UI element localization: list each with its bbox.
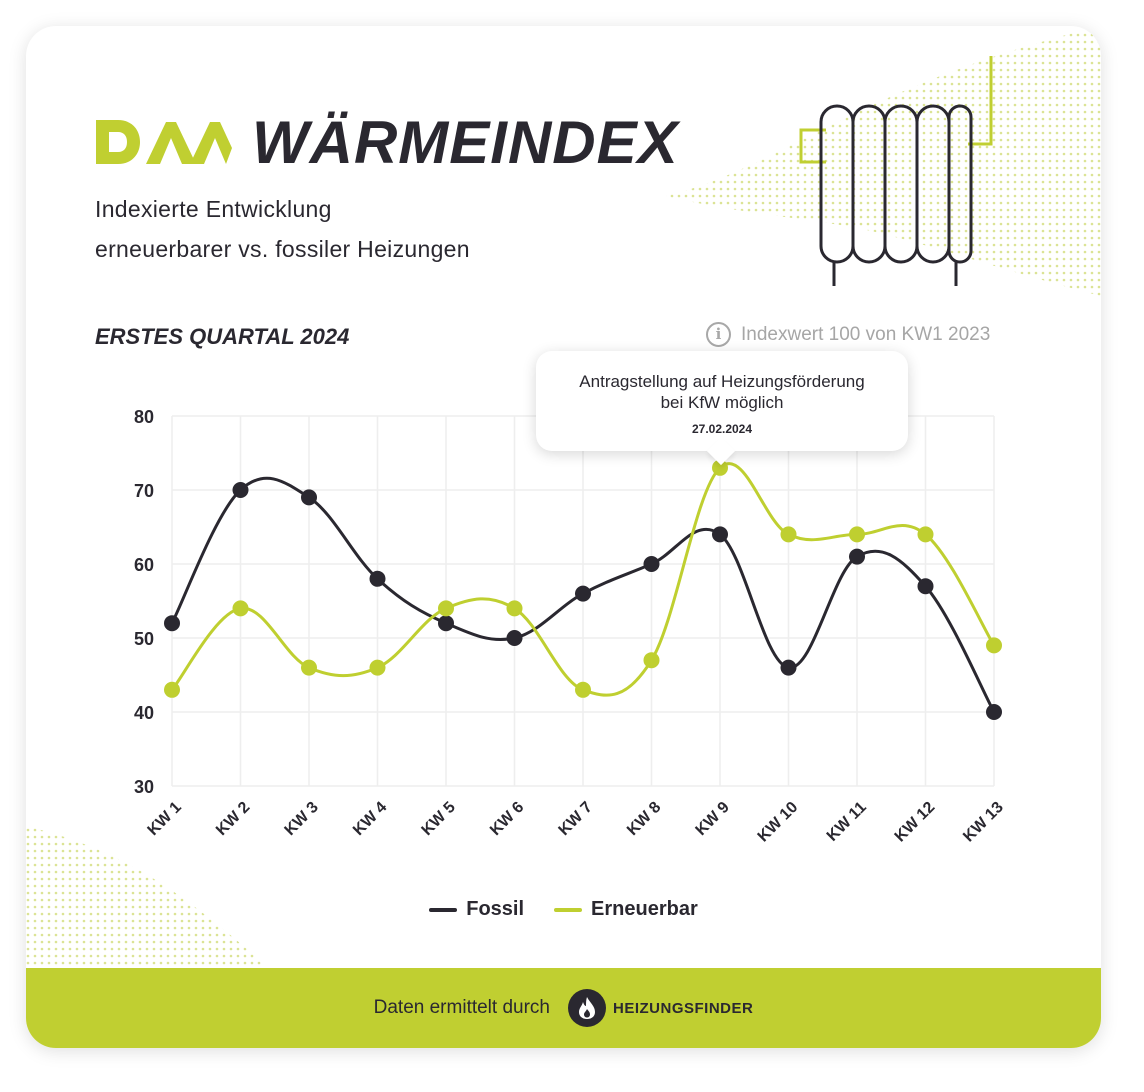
legend-item-erneuerbar[interactable]: Erneuerbar [554,898,698,921]
data-point-fossil-1[interactable] [164,615,180,632]
tooltip-line-1: Antragstellung auf Heizungsförderung [579,372,865,391]
data-point-fossil-5[interactable] [438,615,454,632]
x-tick-label: KW 10 [755,799,802,846]
data-point-erneuerbar-1[interactable] [164,681,180,698]
legend-label-fossil: Fossil [466,898,525,920]
index-note-text: Indexwert 100 von KW1 2023 [741,323,991,345]
daa-logo [96,120,232,164]
info-icon[interactable]: i [706,322,731,347]
x-tick-label: KW 8 [624,799,664,839]
data-point-fossil-13[interactable] [986,704,1002,720]
kfw-annotation-tooltip: Antragstellung auf Heizungsförderung bei… [536,351,908,451]
x-tick-label: KW 5 [419,799,459,839]
data-point-erneuerbar-11[interactable] [849,526,865,543]
tooltip-date: 27.02.2024 [691,422,753,436]
data-point-fossil-3[interactable] [301,489,317,506]
data-point-fossil-10[interactable] [780,659,797,676]
subtitle-line-2: erneuerbarer vs. fossiler Heizungen [95,236,470,262]
data-point-erneuerbar-6[interactable] [506,600,523,617]
x-tick-label: KW 13 [960,799,1007,846]
data-point-erneuerbar-8[interactable] [643,652,660,669]
data-point-erneuerbar-10[interactable] [780,526,797,543]
y-tick-label: 40 [134,703,154,723]
y-axis-ticks: 30 40 50 60 70 80 [134,407,154,797]
x-tick-label: KW 9 [693,799,733,839]
period-heading: ERSTES QUARTAL 2024 [95,324,350,349]
data-point-fossil-6[interactable] [506,630,523,646]
data-point-erneuerbar-9[interactable] [712,459,728,476]
data-point-erneuerbar-7[interactable] [575,681,591,698]
data-point-erneuerbar-2[interactable] [232,600,249,617]
x-axis-ticks: KW 1 KW 2 KW 3 KW 4 KW 5 KW 6 KW 7 KW 8 KW 9 KW 1… [145,799,1007,846]
data-point-fossil-7[interactable] [575,585,591,602]
x-tick-label: KW 12 [892,799,939,846]
y-tick-label: 60 [134,555,154,575]
x-tick-label: KW 2 [213,799,253,839]
x-tick-label: KW 11 [824,799,870,845]
y-tick-label: 70 [134,481,154,501]
data-point-erneuerbar-12[interactable] [917,526,934,543]
subtitle-line-1: Indexierte Entwicklung [95,196,332,222]
radiator-icon [799,56,993,286]
legend-label-erneuerbar: Erneuerbar [591,898,698,920]
index-note: i Indexwert 100 von KW1 2023 [706,322,990,347]
data-point-erneuerbar-13[interactable] [986,637,1002,654]
y-tick-label: 80 [134,407,154,427]
data-point-fossil-4[interactable] [369,570,386,587]
data-point-fossil-12[interactable] [917,578,934,595]
data-point-fossil-8[interactable] [643,556,660,572]
footer-bar: Daten ermittelt durch HEIZUNGSFINDER [26,968,1101,1048]
chart-points [164,459,1002,720]
chart-legend: Fossil Erneuerbar [26,898,1101,921]
data-point-erneuerbar-3[interactable] [301,659,317,676]
data-point-erneuerbar-5[interactable] [438,600,454,617]
brand-title: WÄRMEINDEX [252,109,679,176]
x-tick-label: KW 4 [350,799,390,839]
data-point-fossil-9[interactable] [712,526,728,543]
x-tick-label: KW 3 [282,799,322,839]
tooltip-line-2: bei KfW möglich [660,393,784,412]
infographic-card: WÄRMEINDEX Indexierte Entwicklung erneue… [26,26,1101,1048]
legend-item-fossil[interactable]: Fossil [429,898,524,921]
y-tick-label: 50 [134,629,154,649]
flame-icon [568,989,606,1027]
x-tick-label: KW 6 [487,799,527,839]
legend-swatch-fossil [429,907,458,912]
legend-swatch-erneuerbar [554,907,583,912]
y-tick-label: 30 [134,777,154,797]
x-tick-label: KW 1 [145,799,185,839]
partner-name[interactable]: HEIZUNGSFINDER [613,999,754,1017]
footer-text: Daten ermittelt durch [373,997,550,1018]
data-point-fossil-2[interactable] [232,482,249,498]
data-point-fossil-11[interactable] [849,548,865,565]
x-tick-label: KW 7 [556,799,596,839]
data-point-erneuerbar-4[interactable] [369,659,386,676]
